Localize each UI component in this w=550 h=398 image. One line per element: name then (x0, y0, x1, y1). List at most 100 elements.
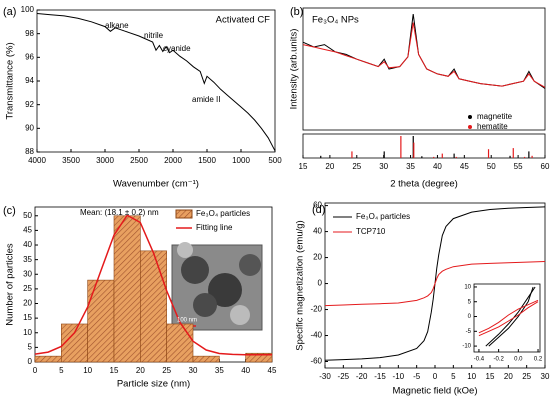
legend-label: hematite (477, 122, 508, 131)
y-tick-label: -60 (310, 357, 322, 366)
y-tick-label: 5 (28, 342, 33, 351)
legend-label: Fitting line (196, 223, 233, 232)
x-tick-label: 55 (514, 162, 523, 171)
x-tick-label: 15 (486, 372, 495, 381)
legend-label: Fe₃O₄ particles (196, 209, 250, 218)
bar (140, 250, 167, 363)
data-line (478, 301, 539, 337)
y-tick-label: 94 (25, 76, 34, 85)
x-tick-label: 45 (268, 366, 277, 375)
x-tick-label: -5 (413, 372, 421, 381)
data-line (478, 299, 539, 334)
y-tick-label: 40 (313, 227, 322, 236)
x-tick-label: -0.2 (493, 357, 504, 363)
x-tick-label: 20 (504, 372, 513, 381)
y-tick-label: 15 (23, 313, 32, 322)
x-tick-label: 50 (487, 162, 496, 171)
legend-label: magnetite (477, 112, 513, 121)
annotation: amide II (192, 95, 220, 104)
chart-title: Activated CF (216, 15, 271, 26)
y-tick-label: 100 (21, 5, 35, 14)
x-tick-label: 35 (215, 366, 224, 375)
x-tick-label: 30 (379, 162, 388, 171)
legend-label: TCP710 (356, 227, 386, 236)
x-tick-label: -10 (393, 372, 405, 381)
chart-title: Fe₃O₄ NPs (312, 15, 359, 26)
x-tick-label: 25 (352, 162, 361, 171)
y-tick-label: 10 (23, 328, 32, 337)
y-tick-label: 35 (23, 255, 32, 264)
bar (113, 215, 141, 363)
y-tick-label: 0 (468, 314, 472, 320)
plot-frame (473, 283, 541, 353)
data-line (36, 13, 276, 152)
x-tick-label: -20 (356, 372, 368, 381)
x-tick-label: 30 (189, 366, 198, 375)
x-axis-label: Particle size (nm) (117, 379, 190, 390)
data-line (302, 22, 546, 88)
panel-label: (c) (3, 205, 16, 217)
x-tick-label: 2500 (130, 156, 148, 165)
x-tick-label: 30 (541, 372, 550, 381)
y-tick-label: 30 (23, 269, 32, 278)
x-tick-label: 1000 (232, 156, 250, 165)
tem-image (171, 242, 263, 331)
x-tick-label: 15 (299, 162, 308, 171)
data-line (488, 286, 534, 347)
x-tick-label: 10 (467, 372, 476, 381)
y-tick-label: 60 (313, 201, 322, 210)
y-tick-label: 50 (23, 211, 32, 220)
x-tick-label: 500 (268, 156, 282, 165)
y-tick-label: 10 (464, 285, 471, 291)
x-tick-label: 20 (325, 162, 334, 171)
x-tick-label: 45 (460, 162, 469, 171)
x-tick-label: 15 (110, 366, 119, 375)
plot-frame (302, 7, 546, 131)
bar (87, 279, 115, 363)
x-tick-label: 5 (59, 366, 64, 375)
y-tick-label: 98 (25, 29, 34, 38)
y-tick-label: 88 (25, 147, 34, 156)
annotation: alkane (105, 21, 129, 30)
x-tick-label: -25 (338, 372, 350, 381)
y-tick-label: 5 (468, 299, 472, 305)
y-tick-label: 92 (25, 100, 34, 109)
y-tick-label: 45 (23, 226, 32, 235)
annotation: Mean: (18.1 ± 0.2) nm (80, 208, 159, 217)
x-tick-label: 35 (406, 162, 415, 171)
y-tick-label: -5 (466, 329, 472, 335)
x-tick-label: 3500 (62, 156, 80, 165)
x-tick-label: 5 (451, 372, 456, 381)
x-tick-label: -0.4 (474, 357, 485, 363)
x-tick-label: 0 (433, 372, 438, 381)
x-tick-label: 4000 (28, 156, 46, 165)
bar (192, 355, 220, 363)
x-tick-label: 25 (522, 372, 531, 381)
x-tick-label: 60 (541, 162, 550, 171)
x-tick-label: 25 (162, 366, 171, 375)
y-tick-label: 0 (28, 357, 33, 366)
x-tick-label: 1500 (198, 156, 216, 165)
y-tick-label: 20 (313, 253, 322, 262)
legend-marker (468, 115, 472, 119)
x-tick-label: 0 (33, 366, 38, 375)
x-tick-label: 3000 (96, 156, 114, 165)
x-tick-label: 2000 (164, 156, 182, 165)
x-tick-label: 20 (136, 366, 145, 375)
x-tick-label: -30 (319, 372, 331, 381)
y-tick-label: 25 (23, 284, 32, 293)
bar (166, 323, 194, 363)
annotation: nitrile (144, 31, 164, 40)
y-tick-label: 96 (25, 52, 34, 61)
y-axis-label: Intensity (arb.units) (289, 29, 300, 110)
y-tick-label: -40 (310, 331, 322, 340)
y-axis-label: Number of particles (5, 243, 16, 326)
scale-bar-label: 100 nm (177, 318, 197, 324)
data-line (324, 261, 546, 307)
bar (34, 355, 62, 363)
bar (245, 352, 273, 363)
panel-label: (b) (290, 6, 303, 18)
y-axis-label: Transmittance (%) (5, 42, 16, 119)
y-tick-label: -20 (310, 305, 322, 314)
